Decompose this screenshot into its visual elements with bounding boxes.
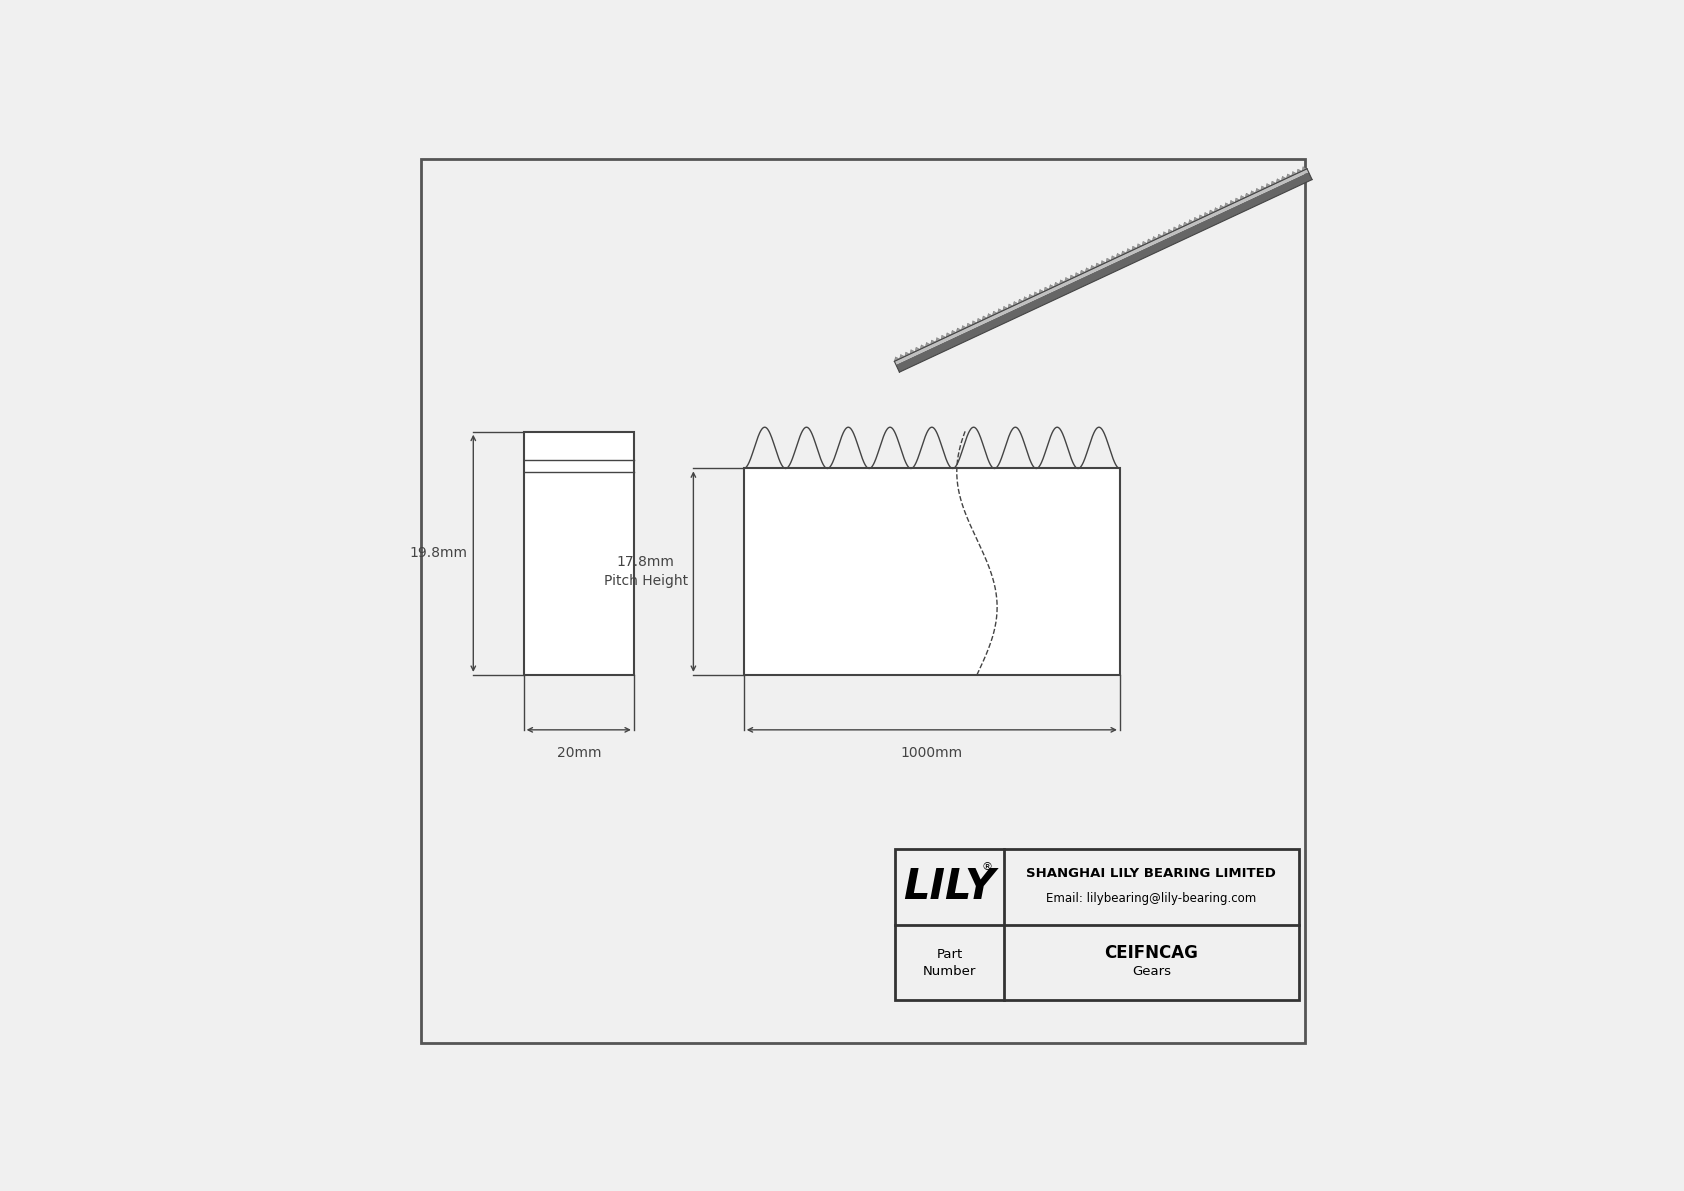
Polygon shape (1064, 278, 1069, 282)
Polygon shape (1302, 167, 1307, 172)
Polygon shape (1250, 191, 1256, 195)
Polygon shape (1266, 183, 1271, 188)
Polygon shape (977, 318, 982, 323)
Polygon shape (1122, 251, 1127, 255)
Polygon shape (982, 316, 987, 320)
Text: 1000mm: 1000mm (901, 746, 963, 760)
Polygon shape (1142, 242, 1147, 245)
Polygon shape (1059, 280, 1064, 285)
Polygon shape (894, 357, 899, 361)
Polygon shape (1079, 270, 1084, 275)
Text: 17.8mm
Pitch Height: 17.8mm Pitch Height (603, 555, 687, 588)
Polygon shape (1091, 266, 1096, 270)
Polygon shape (1287, 174, 1292, 179)
Polygon shape (962, 325, 967, 330)
Polygon shape (987, 313, 992, 318)
Polygon shape (1034, 292, 1039, 297)
Polygon shape (914, 348, 919, 351)
Text: Gears: Gears (1132, 965, 1170, 978)
Polygon shape (1256, 188, 1261, 193)
Polygon shape (1276, 179, 1282, 183)
Polygon shape (931, 339, 936, 344)
Polygon shape (1194, 217, 1199, 222)
Polygon shape (1084, 268, 1091, 273)
Polygon shape (925, 342, 931, 347)
Polygon shape (1261, 186, 1266, 191)
Polygon shape (1074, 273, 1079, 278)
Text: ®: ® (982, 862, 992, 872)
Polygon shape (1157, 235, 1162, 238)
Polygon shape (1209, 210, 1214, 214)
Polygon shape (1019, 299, 1024, 304)
Polygon shape (1127, 249, 1132, 252)
Polygon shape (1137, 244, 1142, 248)
Polygon shape (946, 332, 951, 337)
Bar (744, 468, 1120, 675)
Polygon shape (894, 169, 1308, 364)
Text: Number: Number (923, 965, 977, 978)
Polygon shape (1049, 285, 1054, 289)
Polygon shape (909, 350, 914, 354)
Polygon shape (1024, 297, 1029, 301)
Polygon shape (1116, 254, 1122, 257)
Polygon shape (1282, 176, 1287, 181)
Polygon shape (951, 330, 957, 335)
Polygon shape (1101, 261, 1106, 266)
Polygon shape (1044, 287, 1049, 292)
Polygon shape (904, 353, 909, 356)
Polygon shape (1152, 237, 1157, 241)
Polygon shape (1132, 247, 1137, 250)
Text: Email: lilybearing@lily-bearing.com: Email: lilybearing@lily-bearing.com (1046, 892, 1256, 905)
Polygon shape (1184, 222, 1189, 226)
Text: 20mm: 20mm (556, 746, 601, 760)
Polygon shape (1174, 226, 1179, 231)
Polygon shape (1111, 256, 1116, 261)
Polygon shape (1039, 289, 1044, 294)
Polygon shape (919, 344, 925, 349)
Polygon shape (967, 323, 972, 328)
Polygon shape (941, 335, 946, 339)
Polygon shape (1244, 193, 1250, 198)
Polygon shape (1069, 275, 1074, 280)
Polygon shape (899, 355, 904, 358)
Polygon shape (1029, 294, 1034, 299)
Polygon shape (1054, 282, 1059, 287)
Polygon shape (1219, 205, 1224, 210)
Polygon shape (1199, 214, 1204, 219)
Polygon shape (1007, 304, 1014, 308)
Polygon shape (1229, 200, 1234, 205)
Polygon shape (992, 311, 997, 316)
Polygon shape (1162, 231, 1167, 236)
Polygon shape (1106, 258, 1111, 263)
Polygon shape (1096, 263, 1101, 268)
Polygon shape (1014, 301, 1019, 306)
Polygon shape (997, 308, 1002, 313)
Polygon shape (1002, 306, 1007, 311)
Polygon shape (1239, 195, 1244, 200)
Text: SHANGHAI LILY BEARING LIMITED: SHANGHAI LILY BEARING LIMITED (1027, 867, 1276, 880)
Polygon shape (1234, 198, 1239, 202)
Text: 19.8mm: 19.8mm (409, 547, 468, 560)
Text: CEIFNCAG: CEIFNCAG (1105, 944, 1199, 962)
Polygon shape (1167, 229, 1174, 233)
Polygon shape (896, 172, 1312, 372)
Polygon shape (957, 328, 962, 332)
Polygon shape (972, 320, 977, 325)
Polygon shape (1292, 172, 1297, 176)
Bar (524, 432, 633, 675)
Polygon shape (1179, 224, 1184, 229)
Polygon shape (1297, 169, 1302, 174)
Polygon shape (1204, 212, 1209, 217)
Polygon shape (1271, 181, 1276, 186)
Text: LILY: LILY (904, 866, 995, 908)
Polygon shape (1224, 202, 1229, 207)
Bar (896, 849, 1298, 1000)
Text: Part: Part (936, 948, 963, 961)
Polygon shape (1214, 207, 1219, 212)
Polygon shape (1189, 219, 1194, 224)
Polygon shape (1147, 239, 1152, 243)
Polygon shape (936, 337, 941, 342)
